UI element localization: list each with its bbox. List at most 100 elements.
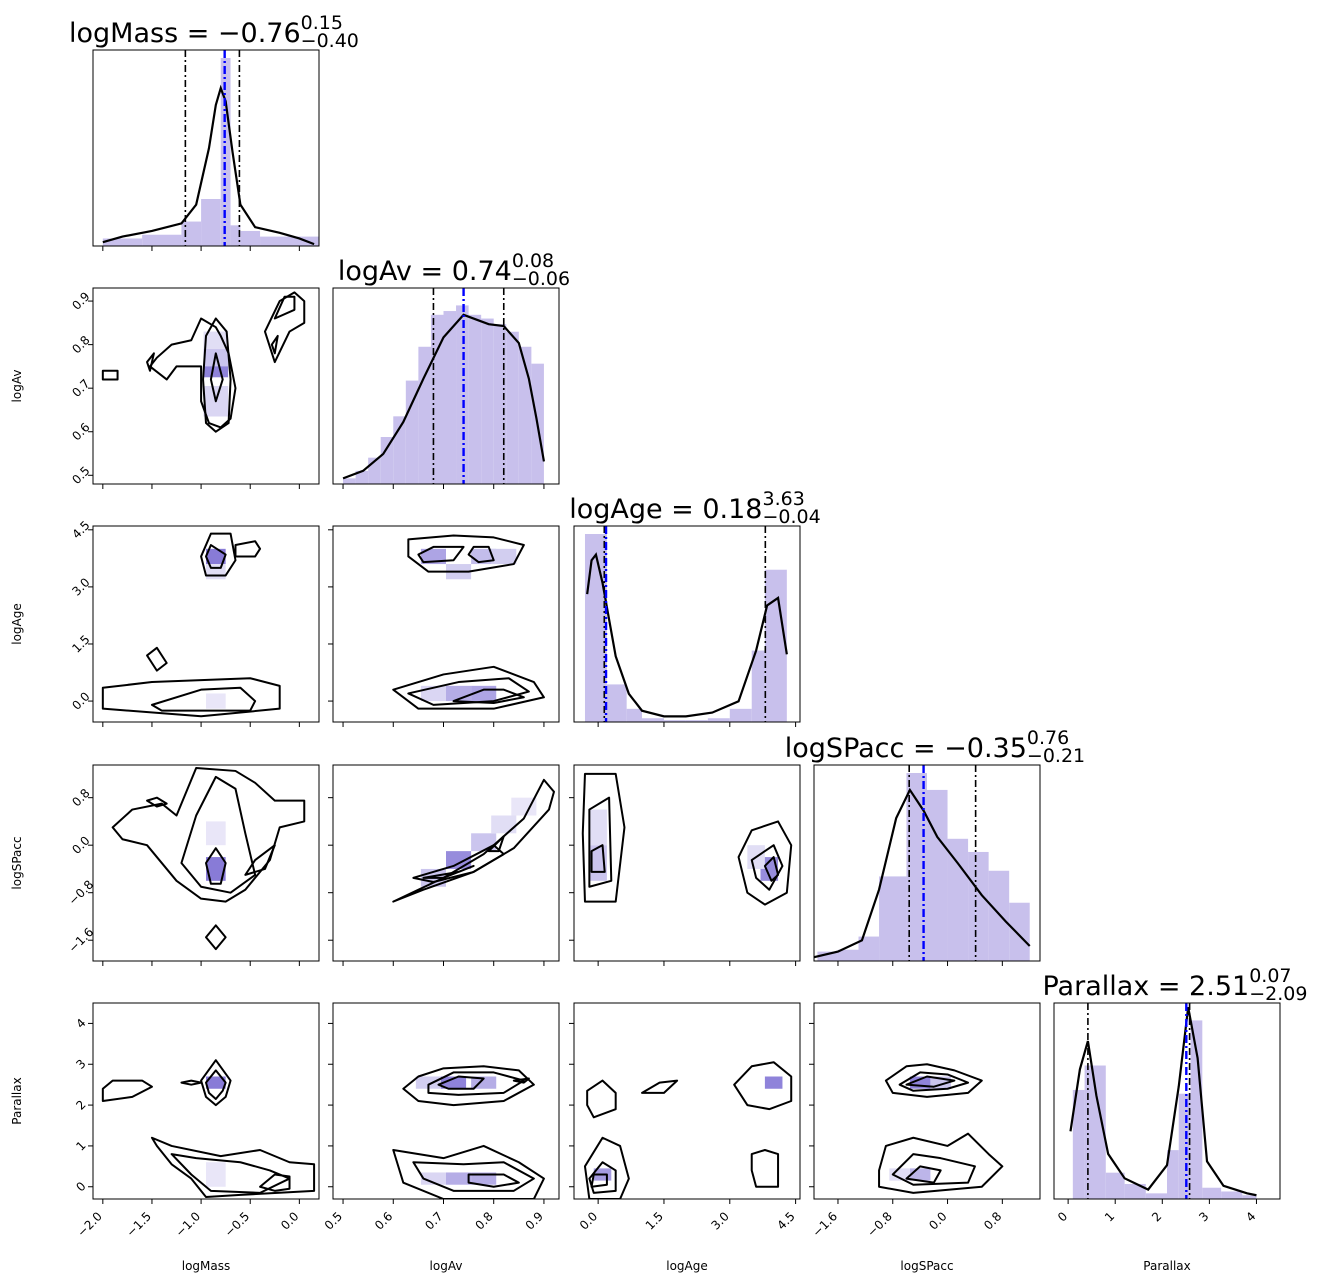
panel-frame — [573, 525, 801, 723]
x-tick-label: −1.6 — [810, 1209, 841, 1240]
contour-line — [437, 1075, 485, 1090]
x-tick-label: 0.8 — [981, 1209, 1004, 1232]
y-tick-label: 4 — [73, 1016, 88, 1031]
hist-bar — [181, 221, 202, 246]
hist-bar — [506, 331, 519, 484]
contour-line — [209, 352, 224, 403]
diag-panel-logMass: logMass = −0.760.15−0.40 — [69, 12, 359, 251]
density-bin — [415, 1076, 441, 1089]
density-curve — [102, 84, 315, 246]
contour-line — [148, 317, 237, 429]
contour-line — [487, 835, 505, 853]
title-lower-error: −0.40 — [301, 30, 359, 52]
x-axis-label: logAv — [430, 1259, 463, 1273]
panel-frame — [92, 49, 320, 247]
x-tick-label: 0.0 — [278, 1209, 301, 1232]
contour-line — [392, 665, 545, 710]
y-tick-label: 0.0 — [69, 689, 92, 712]
diag-panel-logSPacc: logSPacc = −0.350.76−0.21 — [785, 727, 1085, 966]
contour-line — [467, 545, 495, 564]
contour-line — [590, 844, 606, 873]
panel-title: logAge = 0.183.63 — [569, 488, 805, 525]
title-upper-error: 0.08 — [512, 250, 554, 272]
hist-bar — [663, 720, 686, 722]
contour-line — [111, 766, 306, 903]
y-axis-label: logAv — [10, 370, 24, 403]
contour-line — [588, 796, 613, 888]
diag-panel-Parallax: Parallax = 2.510.07−2.09 — [1042, 965, 1307, 1204]
density-bin — [203, 331, 229, 349]
hist-bar — [906, 773, 927, 961]
contour-line — [641, 1079, 679, 1094]
contour-line — [590, 1173, 608, 1188]
x-tick-label: −0.5 — [222, 1209, 253, 1240]
panel-frame — [813, 764, 1041, 962]
density-bin — [206, 548, 226, 565]
pair-panel-logMass-Parallax — [88, 1002, 320, 1204]
contour-line — [263, 291, 306, 364]
contour-line — [412, 844, 505, 884]
contour-line — [763, 856, 780, 882]
y-tick-label: 0.6 — [69, 420, 92, 443]
density-bin — [589, 809, 607, 846]
hist-bar — [1221, 1191, 1243, 1199]
x-tick-label: −2.0 — [74, 1209, 105, 1240]
pair-panel-logAv-Parallax — [328, 1002, 560, 1204]
panel-frame — [813, 1002, 1041, 1200]
x-axis-label: logMass — [182, 1259, 231, 1273]
y-tick-label: 1.5 — [69, 632, 92, 655]
y-tick-label: 0.9 — [69, 289, 92, 312]
contour-line — [586, 1079, 617, 1119]
pair-panel-logSPacc-Parallax — [809, 1002, 1041, 1204]
density-bin — [760, 857, 779, 881]
panel-frame — [1053, 1002, 1281, 1200]
hist-bar — [947, 838, 969, 961]
y-tick-label: 0.5 — [69, 464, 92, 487]
contour-line — [898, 1071, 970, 1092]
x-tick-label: 4.5 — [774, 1209, 797, 1232]
contour-line — [407, 677, 530, 706]
contour-line — [146, 646, 168, 672]
x-tick-label: 1 — [1102, 1209, 1117, 1224]
hist-bar — [1242, 1195, 1257, 1199]
y-tick-label: 0.8 — [69, 786, 92, 809]
panel-title: Parallax = 2.510.07 — [1042, 965, 1291, 1002]
contour-line — [146, 796, 168, 808]
hist-bar — [1178, 1093, 1191, 1199]
hist-bar — [927, 789, 948, 961]
density-bin — [491, 548, 517, 565]
title-lower-error: −2.09 — [1249, 983, 1307, 1005]
hist-bar — [240, 230, 261, 246]
density-curve — [586, 552, 788, 718]
y-axis-label: Parallax — [10, 1077, 24, 1124]
hist-bar — [1190, 1020, 1203, 1199]
y-tick-label: 3.0 — [69, 575, 92, 598]
contour-line — [737, 820, 793, 906]
hist-bar — [380, 437, 394, 484]
contour-line — [205, 1069, 227, 1100]
hist-bar — [751, 650, 765, 722]
panel-title: logAv = 0.740.08 — [338, 250, 554, 287]
contour-line — [202, 317, 232, 433]
hist-bar — [355, 470, 369, 484]
hist-bar — [968, 851, 989, 961]
x-tick-label: 0.5 — [322, 1209, 345, 1232]
contour-line — [205, 847, 227, 885]
contour-line — [402, 1065, 535, 1107]
contour-line — [101, 677, 281, 718]
hist-bar — [405, 380, 419, 484]
pair-panel-logAge-logSPacc — [569, 764, 801, 966]
density-curve — [342, 313, 546, 480]
hist-bar — [1145, 1193, 1167, 1199]
density-bin — [440, 1076, 467, 1089]
title-lower-error: −0.04 — [762, 506, 820, 528]
x-tick-label: −1.0 — [173, 1209, 204, 1240]
contour-line — [205, 544, 227, 569]
hist-bar — [343, 478, 356, 484]
contour-line — [905, 1165, 942, 1184]
title-upper-error: 0.07 — [1249, 965, 1291, 987]
contour-line — [407, 534, 525, 573]
hist-bar — [729, 708, 752, 722]
y-tick-label: 3 — [73, 1057, 88, 1072]
